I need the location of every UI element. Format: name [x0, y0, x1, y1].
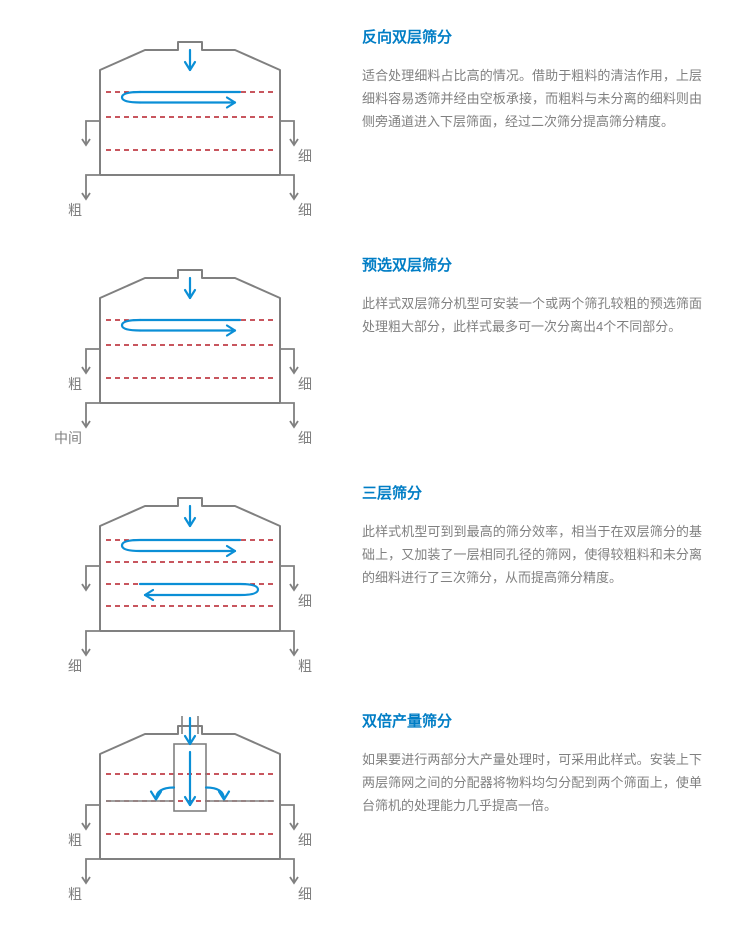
- outlet-label: 细: [298, 886, 312, 902]
- figure-row-fig3: 细细粗三层筛分此样式机型可到到最高的筛分效率，相当于在双层筛分的基础上，又加装了…: [30, 476, 702, 676]
- outlet-label: 细: [298, 430, 312, 446]
- outlet-label: 粗: [68, 886, 82, 902]
- outlet-label: 粗: [68, 202, 82, 218]
- flow-arrows: [122, 50, 240, 108]
- diagram-cell: 粗粗细细: [30, 704, 350, 904]
- text-cell: 双倍产量筛分如果要进行两部分大产量处理时，可采用此样式。安装上下两层筛网之间的分…: [350, 704, 702, 817]
- fig3-diagram: 细细粗: [30, 476, 350, 676]
- outlet-label: 粗: [68, 376, 82, 392]
- fig4-diagram: 粗粗细细: [30, 704, 350, 904]
- outlet-label: 粗: [68, 832, 82, 848]
- figure-title: 三层筛分: [362, 482, 702, 503]
- figure-title: 双倍产量筛分: [362, 710, 702, 731]
- figure-desc: 如果要进行两部分大产量处理时，可采用此样式。安装上下两层筛网之间的分配器将物料均…: [362, 749, 702, 817]
- outlet-label: 中间: [54, 430, 82, 446]
- figure-row-fig4: 粗粗细细双倍产量筛分如果要进行两部分大产量处理时，可采用此样式。安装上下两层筛网…: [30, 704, 702, 904]
- figure-desc: 此样式双层筛分机型可安装一个或两个筛孔较粗的预选筛面处理粗大部分，此样式最多可一…: [362, 293, 702, 339]
- fig1-diagram: 粗细细: [30, 20, 350, 220]
- text-cell: 反向双层筛分适合处理细料占比高的情况。借助于粗料的清洁作用，上层细料容易透筛并经…: [350, 20, 702, 133]
- diagram-cell: 粗细细: [30, 20, 350, 220]
- figure-title: 预选双层筛分: [362, 254, 702, 275]
- figure-desc: 适合处理细料占比高的情况。借助于粗料的清洁作用，上层细料容易透筛并经由空板承接，…: [362, 65, 702, 133]
- fig2-diagram: 粗中间细细: [30, 248, 350, 448]
- outlet-label: 细: [298, 376, 312, 392]
- diagram-cell: 粗中间细细: [30, 248, 350, 448]
- flow-arrows: [122, 278, 240, 336]
- flow-arrows: [151, 716, 229, 811]
- figure-title: 反向双层筛分: [362, 26, 702, 47]
- text-cell: 预选双层筛分此样式双层筛分机型可安装一个或两个筛孔较粗的预选筛面处理粗大部分，此…: [350, 248, 702, 339]
- figure-row-fig1: 粗细细反向双层筛分适合处理细料占比高的情况。借助于粗料的清洁作用，上层细料容易透…: [30, 20, 702, 220]
- figure-desc: 此样式机型可到到最高的筛分效率，相当于在双层筛分的基础上，又加装了一层相同孔径的…: [362, 521, 702, 589]
- outlet-label: 细: [298, 148, 312, 164]
- diagram-cell: 细细粗: [30, 476, 350, 676]
- outlet-label: 粗: [298, 658, 312, 674]
- flow-arrows: [122, 506, 258, 600]
- figure-row-fig2: 粗中间细细预选双层筛分此样式双层筛分机型可安装一个或两个筛孔较粗的预选筛面处理粗…: [30, 248, 702, 448]
- text-cell: 三层筛分此样式机型可到到最高的筛分效率，相当于在双层筛分的基础上，又加装了一层相…: [350, 476, 702, 589]
- outlet-label: 细: [298, 593, 312, 609]
- outlet-label: 细: [68, 658, 82, 674]
- outlet-label: 细: [298, 832, 312, 848]
- outlet-label: 细: [298, 202, 312, 218]
